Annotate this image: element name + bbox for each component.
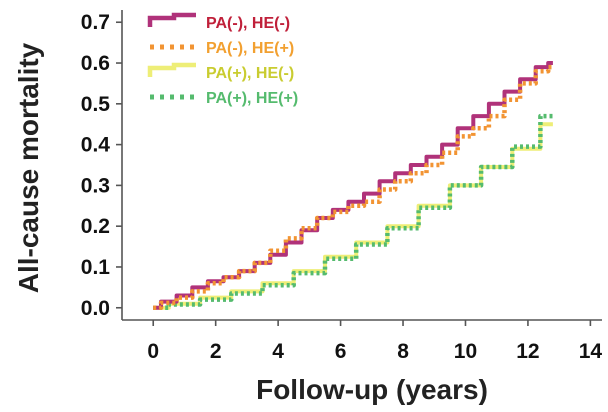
legend-label: PA(-), HE(+) [206,40,294,57]
legend-label: PA(+), HE(-) [206,65,294,82]
x-tick-label: 10 [454,340,477,363]
y-tick-label: 0.6 [81,52,110,75]
y-axis-ticks: 0.0 0.1 0.2 0.3 0.4 0.5 0.6 0.7 [81,11,122,320]
x-tick-label: 0 [147,340,159,363]
series-lines [153,61,553,311]
y-tick-label: 0.3 [81,174,110,197]
x-axis-title: Follow-up (years) [256,374,488,405]
y-tick-label: 0.5 [81,93,111,116]
x-tick-label: 2 [210,340,222,363]
series-line-4 [153,113,553,311]
x-tick-label: 14 [579,340,603,363]
x-tick-label: 6 [335,340,347,363]
y-tick-label: 0.7 [81,11,110,34]
x-tick-label: 4 [272,340,284,363]
legend-symbol [147,12,196,27]
legend-label: PA(-), HE(-) [206,15,290,32]
y-tick-label: 0.0 [81,297,110,320]
legend-symbol [147,62,196,77]
chart-axes [121,10,602,321]
legend-label: PA(+), HE(+) [206,90,298,107]
x-tick-label: 8 [397,340,409,363]
y-tick-label: 0.4 [81,134,111,157]
x-axis-ticks: 0 2 4 6 8 10 12 14 [147,320,602,363]
x-tick-label: 12 [516,340,539,363]
y-axis-title: All-cause mortality [13,42,44,293]
chart-legend: PA(-), HE(-) PA(-), HE(+) PA(+), HE(-) PA(+… [147,12,298,107]
y-tick-label: 0.1 [81,256,111,279]
y-tick-label: 0.2 [81,215,110,238]
